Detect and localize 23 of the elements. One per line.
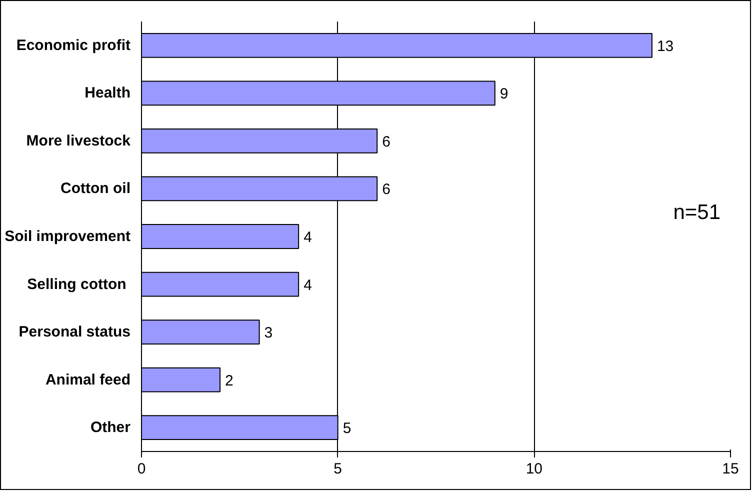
data-label: 13 [656, 38, 674, 55]
data-label: 3 [264, 324, 273, 342]
data-label: 6 [382, 181, 390, 198]
data-label: 6 [382, 133, 390, 150]
x-tick-label: 5 [334, 460, 342, 478]
data-label: 5 [342, 420, 352, 438]
y-tick-label: Other [90, 419, 131, 436]
data-label: 2 [225, 372, 234, 390]
y-tick-label: Animal feed [45, 371, 131, 388]
x-tick-label: 15 [722, 460, 739, 478]
y-tick-label: Cotton oil [60, 180, 131, 198]
y-tick-label: Economic profit [16, 36, 131, 54]
y-tick-label: Selling cotton [27, 276, 126, 293]
y-tick-label: More livestock [26, 132, 132, 150]
y-tick-label: Soil improvement [4, 228, 131, 245]
annotation: n=51 [673, 201, 721, 224]
data-label: 9 [500, 86, 508, 103]
y-tick-label: Health [84, 84, 130, 102]
data-label: 4 [304, 229, 312, 246]
data-label: 4 [304, 276, 312, 294]
x-tick-label: 0 [137, 460, 146, 478]
y-tick-label: Personal status [18, 324, 131, 341]
x-tick-label: 10 [526, 460, 543, 478]
